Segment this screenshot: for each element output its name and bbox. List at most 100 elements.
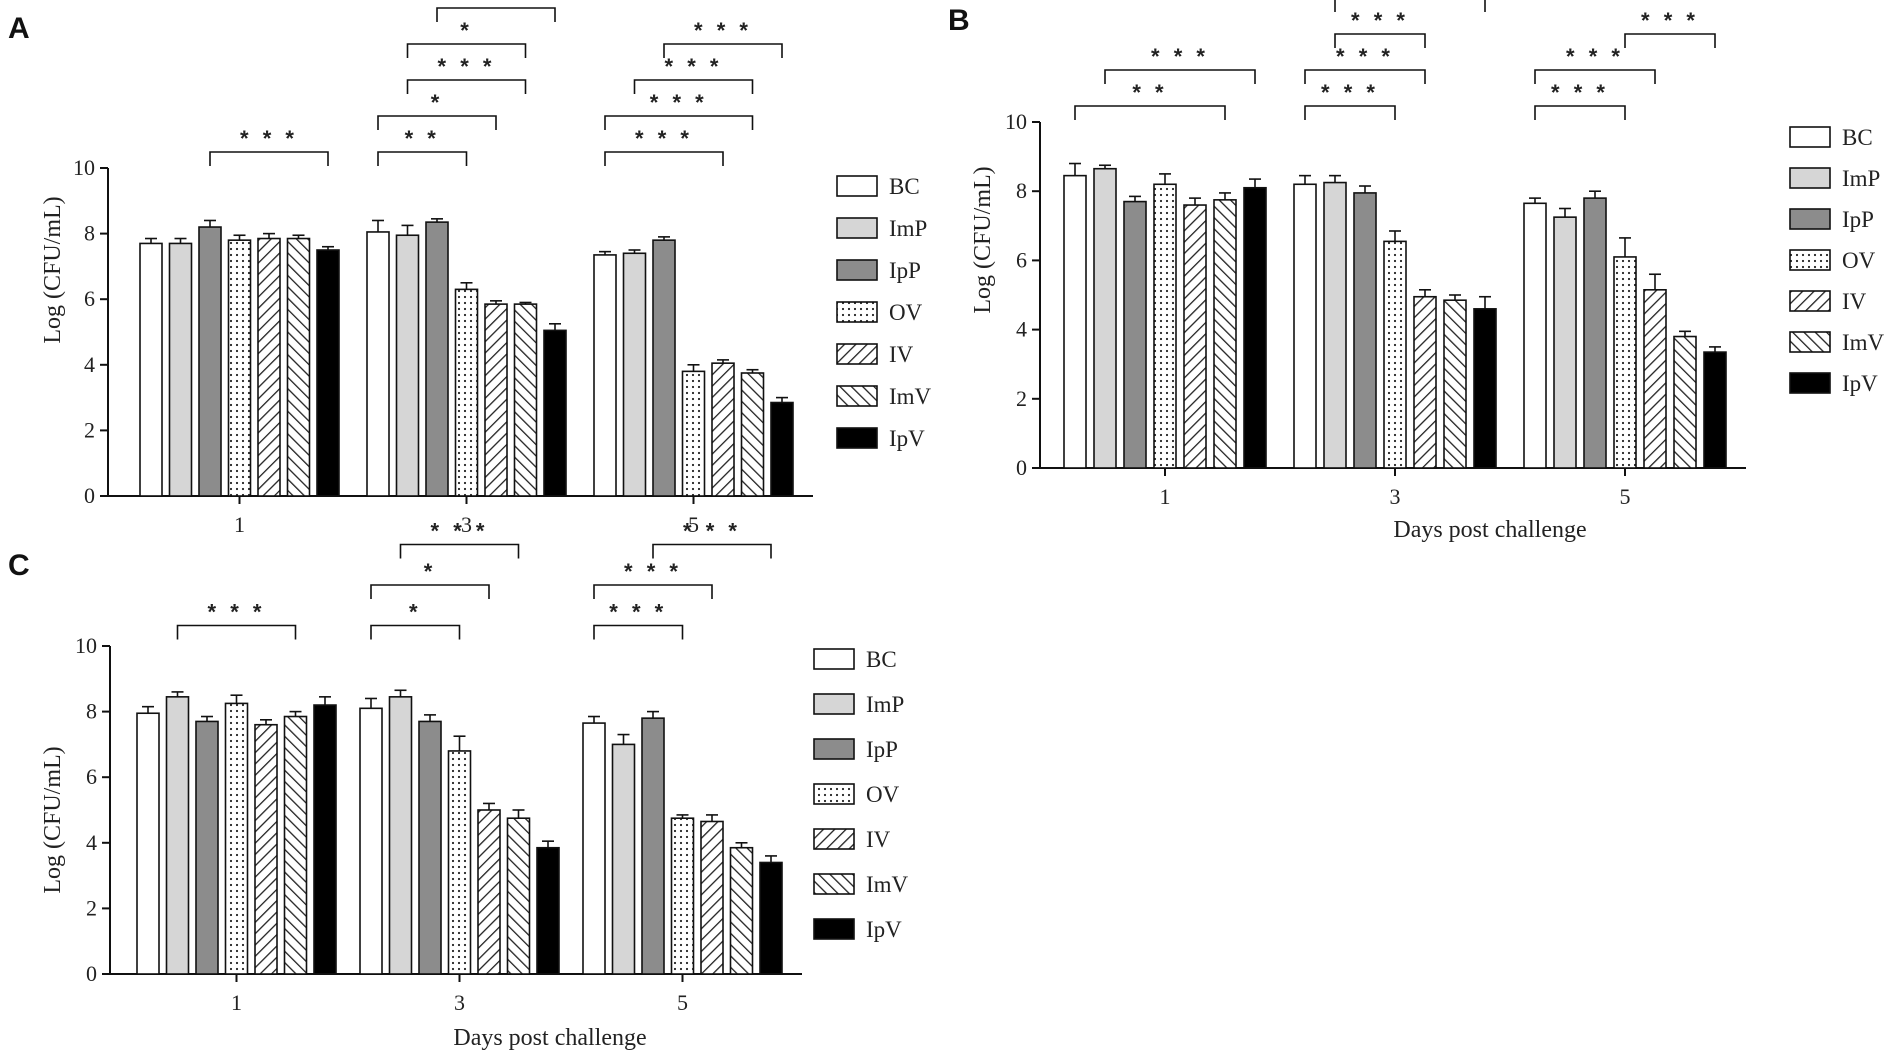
bar-bc xyxy=(136,712,160,975)
significance-label: * * * xyxy=(683,519,741,544)
bar-iv xyxy=(711,362,735,497)
significance-label: * xyxy=(431,90,444,115)
bar-ipv xyxy=(543,329,567,497)
bar-ov xyxy=(1613,256,1637,469)
y-axis-label: Log (CFU/mL) xyxy=(40,196,66,343)
y-tick-label: 6 xyxy=(84,286,95,311)
legend-label-bc: BC xyxy=(866,647,897,672)
significance-label: * * * xyxy=(1321,80,1379,105)
legend-swatch-bc xyxy=(836,175,878,197)
legend-swatch-ipv xyxy=(813,918,855,940)
y-tick-label: 4 xyxy=(84,352,95,377)
significance-bracket xyxy=(406,43,527,58)
legend-label-iv: IV xyxy=(866,827,891,852)
bar-iv xyxy=(484,303,508,497)
legend-swatch-imp xyxy=(813,693,855,715)
legend-label-ov: OV xyxy=(889,300,923,325)
bar-ipv xyxy=(313,704,337,975)
bar-ov xyxy=(447,750,472,975)
bar-bc xyxy=(1063,174,1087,469)
bar-ipp xyxy=(1123,200,1147,469)
bar-imp xyxy=(165,696,190,975)
bar-ov xyxy=(1153,183,1177,469)
significance-label: * * * xyxy=(240,126,298,151)
bar-ipp xyxy=(425,221,449,497)
significance-bracket xyxy=(377,115,497,130)
x-tick-label: 3 xyxy=(461,512,472,537)
bar-ipp xyxy=(641,717,665,975)
bar-imv xyxy=(729,846,754,975)
significance-label: * * * xyxy=(208,600,266,625)
bar-ov xyxy=(681,370,706,497)
significance-bracket xyxy=(1534,69,1656,84)
significance-label: * xyxy=(424,559,437,584)
legend-label-bc: BC xyxy=(889,174,920,199)
bar-bc xyxy=(359,707,383,975)
significance-label: * * * xyxy=(624,559,682,584)
x-tick-label: 5 xyxy=(677,990,688,1015)
y-tick-label: 8 xyxy=(1016,178,1027,203)
significance-bracket xyxy=(593,584,713,599)
y-tick-label: 0 xyxy=(86,961,97,986)
y-tick-label: 0 xyxy=(84,483,95,508)
legend-swatch-ipv xyxy=(1789,372,1831,394)
bar-ipp xyxy=(195,720,219,975)
significance-bracket xyxy=(1304,69,1426,84)
legend-swatch-imp xyxy=(836,217,878,239)
legend-swatch-iv xyxy=(813,828,855,850)
significance-bracket xyxy=(1534,105,1626,120)
significance-label: * * xyxy=(405,126,440,151)
significance-label: * * * xyxy=(1351,8,1409,33)
legend-label-ipv: IpV xyxy=(889,426,925,451)
bar-bc xyxy=(1293,183,1317,469)
legend-label-ipp: IpP xyxy=(866,737,898,762)
bar-imv xyxy=(506,817,531,975)
bar-imp xyxy=(395,234,420,497)
significance-label: * * * xyxy=(609,600,667,625)
bar-ov xyxy=(224,702,249,975)
significance-label: * * * xyxy=(467,0,525,7)
legend-swatch-imv xyxy=(836,385,878,407)
significance-bracket xyxy=(406,79,527,94)
legend-label-imv: ImV xyxy=(866,872,909,897)
y-tick-label: 8 xyxy=(86,699,97,724)
y-tick-label: 6 xyxy=(86,764,97,789)
bar-bc xyxy=(366,231,390,497)
legend-swatch-ipp xyxy=(813,738,855,760)
y-tick-label: 2 xyxy=(86,895,97,920)
x-tick-label: 1 xyxy=(1160,484,1171,509)
significance-bracket xyxy=(1104,69,1256,84)
legend-swatch-ov xyxy=(1789,249,1831,271)
bar-iv xyxy=(1183,204,1207,469)
legend-swatch-iv xyxy=(836,343,878,365)
bar-ipp xyxy=(418,720,442,975)
bar-iv xyxy=(477,809,501,975)
significance-bracket xyxy=(633,79,754,94)
significance-bracket xyxy=(377,151,468,166)
bar-imp xyxy=(1323,181,1347,469)
y-axis-label: Log (CFU/mL) xyxy=(970,166,996,313)
x-tick-label: 5 xyxy=(1620,484,1631,509)
significance-bracket xyxy=(370,624,461,640)
legend-label-bc: BC xyxy=(1842,125,1873,150)
bar-imp xyxy=(611,743,636,975)
legend-swatch-ipp xyxy=(836,259,878,281)
bar-imp xyxy=(1553,216,1577,469)
bar-iv xyxy=(1413,295,1437,469)
legend-label-ov: OV xyxy=(1842,248,1876,273)
bar-imp xyxy=(1093,167,1117,469)
plot-area: 0 2 4 6 8 10 1 3 5 * * * * * * * * * * * * * * * * * * *… xyxy=(73,0,932,537)
panel-letter-b: B xyxy=(948,4,970,37)
legend-swatch-bc xyxy=(1789,126,1831,148)
bar-imv xyxy=(513,303,538,497)
significance-bracket xyxy=(370,584,490,599)
bar-iv xyxy=(257,237,281,497)
bar-ipv xyxy=(316,249,340,497)
legend-label-imp: ImP xyxy=(866,692,904,717)
bar-imv xyxy=(1673,335,1697,469)
significance-label: * * * xyxy=(438,54,496,79)
legend-swatch-iv xyxy=(1789,290,1831,312)
bar-imv xyxy=(286,237,311,497)
